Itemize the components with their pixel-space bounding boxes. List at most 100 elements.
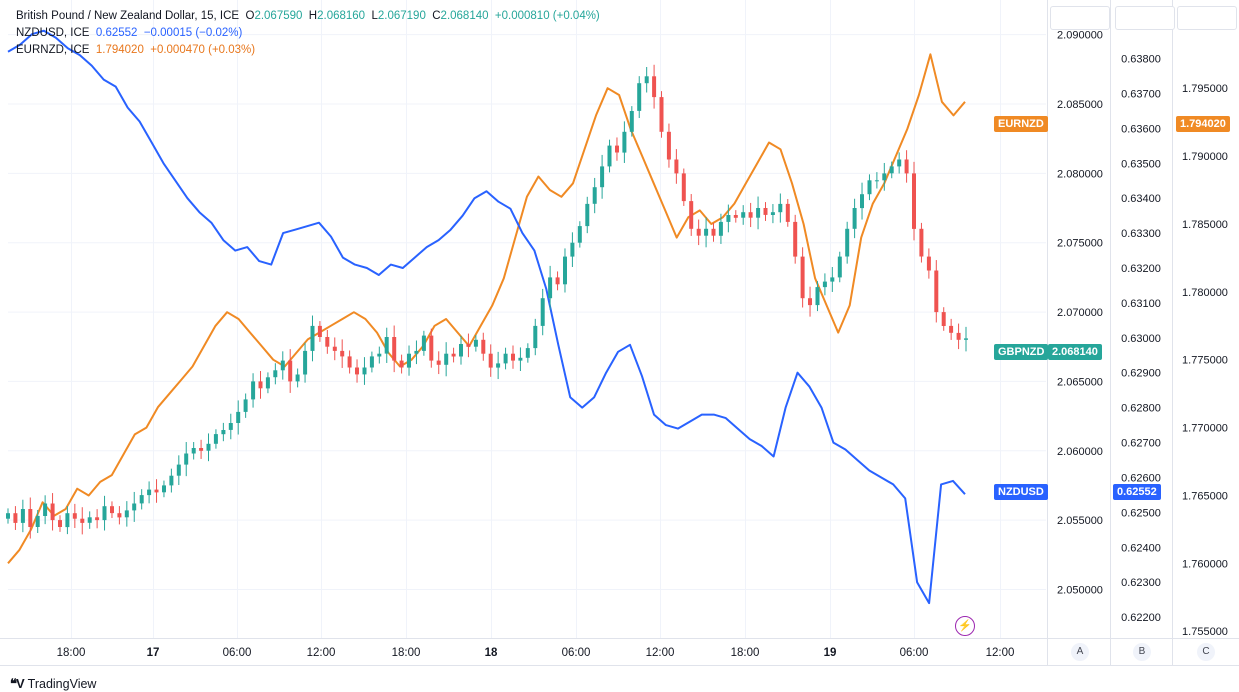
candle-body: [303, 350, 308, 375]
candle: [726, 204, 731, 233]
x-tick-label: 18:00: [392, 647, 421, 659]
candle: [733, 210, 738, 223]
y-tick-label-a: 2.050000: [1057, 584, 1103, 596]
y-tick-label-c: 1.795000: [1182, 83, 1228, 95]
candle: [912, 161, 916, 241]
legend-gbpnzd: British Pound / New Zealand Dollar, 15, …: [16, 8, 600, 25]
scale-c-button[interactable]: C: [1197, 643, 1215, 661]
candle: [592, 177, 597, 214]
nzdusd-series-label: NZDUSD: [994, 484, 1048, 500]
candle-body: [50, 503, 55, 521]
candle: [154, 479, 159, 503]
candle: [637, 76, 642, 119]
candle: [711, 222, 716, 242]
candle: [102, 495, 107, 531]
candle: [533, 318, 538, 356]
y-tick-label-a: 2.080000: [1057, 168, 1103, 180]
candle: [830, 266, 835, 292]
candle-body: [362, 367, 367, 375]
candle: [964, 326, 968, 352]
scale-b-header[interactable]: [1115, 6, 1175, 30]
candle: [95, 509, 100, 529]
footer-branding[interactable]: ❝V TradingView: [10, 676, 96, 692]
candle-body: [80, 518, 85, 523]
candle: [704, 217, 709, 248]
candle: [288, 349, 293, 393]
candle: [362, 357, 367, 385]
scale-b-button[interactable]: B: [1133, 643, 1151, 661]
nzdusd-series: [7, 29, 966, 605]
legend-c-label: C: [432, 10, 441, 22]
x-tick-label: 12:00: [646, 647, 675, 659]
candle: [340, 339, 345, 368]
candle: [518, 347, 523, 372]
candle-body: [600, 166, 605, 188]
candle-body: [251, 381, 256, 400]
candle-body: [43, 503, 48, 516]
candle: [65, 506, 70, 535]
candle-body: [466, 344, 471, 347]
lightning-icon[interactable]: ⚡: [955, 616, 975, 636]
candle-body: [585, 203, 590, 227]
candle: [860, 182, 864, 220]
candle: [607, 139, 612, 173]
scale-c-header[interactable]: [1177, 6, 1237, 30]
candle-body: [459, 344, 463, 357]
scale-a-button[interactable]: A: [1071, 643, 1089, 661]
y-tick-label-b: 0.63200: [1121, 263, 1161, 275]
candle: [629, 106, 634, 137]
nzdusd-line: [7, 29, 966, 605]
y-tick-label-b: 0.63600: [1121, 123, 1161, 135]
x-tick-label: 18: [485, 647, 498, 659]
candle-body: [110, 506, 114, 514]
x-tick-label: 18:00: [57, 647, 86, 659]
candle-body: [273, 370, 278, 378]
candle-body: [191, 448, 196, 454]
legend-c-value: 2.068140: [440, 10, 489, 22]
candle-body: [340, 350, 345, 357]
candle: [904, 150, 909, 183]
eurnzd-series-label: EURNZD: [994, 116, 1048, 132]
candle-body: [644, 76, 649, 84]
candle-body: [407, 353, 411, 368]
candle: [414, 340, 419, 365]
chart-legend: British Pound / New Zealand Dollar, 15, …: [16, 8, 600, 59]
legend-h-label: H: [308, 10, 318, 22]
candle: [473, 334, 478, 352]
legend-l-label: L: [371, 10, 378, 22]
candle-body: [845, 228, 850, 257]
y-tick-label-c: 1.765000: [1182, 490, 1228, 502]
candle: [934, 260, 939, 323]
candle-body: [763, 208, 768, 215]
candle-body: [325, 337, 330, 347]
candle-body: [6, 513, 10, 519]
candle-body: [696, 228, 701, 236]
candle: [35, 509, 40, 534]
candle-body: [592, 187, 597, 204]
y-tick-label-a: 2.090000: [1057, 30, 1103, 42]
y-tick-label-b: 0.63500: [1121, 158, 1161, 170]
candle-body: [741, 212, 746, 218]
candle: [213, 429, 218, 449]
candle: [392, 325, 397, 373]
candle-body: [778, 203, 783, 213]
legend-eurnzd: EURNZD, ICE 1.794020 +0.000470 (+0.03%): [16, 42, 600, 59]
scale-a-header[interactable]: [1050, 6, 1110, 30]
candle: [882, 162, 887, 191]
x-tick-label: 12:00: [986, 647, 1015, 659]
candle-body: [718, 221, 723, 236]
candle: [763, 202, 768, 221]
candle-body: [733, 215, 738, 218]
candle-body: [563, 256, 567, 285]
candle: [496, 351, 501, 380]
x-tick-label: 06:00: [562, 647, 591, 659]
candle-body: [525, 348, 530, 358]
candle-body: [184, 453, 189, 465]
y-tick-label-b: 0.62400: [1121, 542, 1161, 554]
candle-body: [28, 509, 33, 527]
y-tick-label-c: 1.760000: [1182, 558, 1228, 570]
candle-body: [785, 203, 790, 222]
candle: [577, 221, 582, 248]
candle-body: [964, 338, 968, 340]
